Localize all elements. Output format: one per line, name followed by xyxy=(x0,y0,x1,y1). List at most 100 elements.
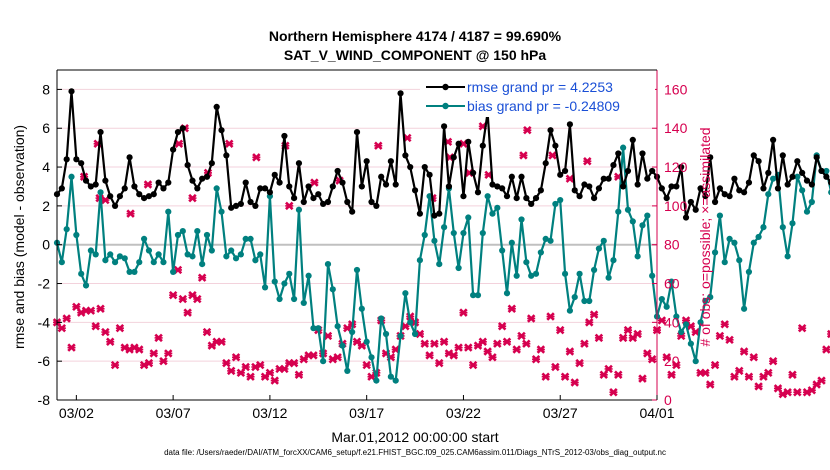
rmse-point xyxy=(387,158,394,165)
bias-point xyxy=(450,229,457,237)
rmse-point xyxy=(102,177,109,184)
x-tick-label: 03/02 xyxy=(59,405,94,421)
bias-point xyxy=(261,284,269,291)
bias-point xyxy=(649,272,656,279)
obs-assimilated-marker xyxy=(633,329,642,339)
obs-assimilated-marker xyxy=(101,327,110,337)
rmse-point xyxy=(571,187,578,194)
bias-point xyxy=(320,358,327,365)
bias-point xyxy=(731,239,738,246)
bias-point xyxy=(779,224,786,231)
y2-tick-label: 0 xyxy=(664,392,672,408)
bias-point xyxy=(784,253,791,260)
rmse-point xyxy=(605,175,612,182)
y2-tick-label: 120 xyxy=(664,159,688,175)
obs-assimilated-marker xyxy=(225,139,234,148)
bias-point xyxy=(576,270,583,277)
rmse-point xyxy=(707,154,714,161)
bias-point xyxy=(329,286,336,293)
bias-point xyxy=(228,247,235,254)
obs-assimilated-marker xyxy=(536,345,546,354)
obs-assimilated-marker xyxy=(560,372,570,381)
rmse-point xyxy=(789,173,796,180)
bias-point xyxy=(136,259,143,266)
bias-point xyxy=(116,253,124,260)
rmse-point xyxy=(199,175,206,182)
obs-assimilated-marker xyxy=(739,347,749,356)
bias-point xyxy=(208,247,215,254)
obs-assimilated-marker xyxy=(289,358,299,368)
bias-point xyxy=(552,200,559,208)
rmse-point xyxy=(368,198,375,206)
bias-point xyxy=(349,328,356,336)
rmse-point xyxy=(431,212,438,219)
bias-point xyxy=(634,253,641,260)
bias-point xyxy=(823,167,830,175)
rmse-point xyxy=(286,183,293,190)
obs-assimilated-marker xyxy=(614,370,623,379)
rmse-point xyxy=(508,173,515,180)
rmse-point xyxy=(770,136,777,143)
bias-point xyxy=(803,208,811,215)
rmse-point xyxy=(63,156,70,163)
rmse-point xyxy=(639,150,646,157)
rmse-point xyxy=(189,177,196,184)
rmse-point xyxy=(649,167,656,175)
rmse-point xyxy=(532,195,540,202)
bias-point xyxy=(571,294,578,301)
bias-point xyxy=(194,228,201,235)
bias-point xyxy=(629,218,636,225)
obs-assimilated-marker xyxy=(459,308,468,317)
rmse-point xyxy=(397,90,404,97)
bias-point xyxy=(73,231,80,239)
rmse-point xyxy=(663,195,670,202)
rmse-point xyxy=(68,88,75,95)
rmse-point xyxy=(557,171,564,178)
bias-point xyxy=(581,297,588,305)
obs-assimilated-marker xyxy=(546,312,555,321)
rmse-point xyxy=(116,193,124,200)
bias-point xyxy=(702,297,709,305)
bias-point xyxy=(237,251,244,258)
obs-assimilated-marker xyxy=(231,353,241,362)
rmse-point xyxy=(426,171,433,178)
obs-count-markers xyxy=(52,122,830,399)
y2-tick-label: 160 xyxy=(664,81,688,97)
bias-point xyxy=(431,237,438,244)
bias-point xyxy=(82,282,90,289)
obs-assimilated-marker xyxy=(193,294,202,304)
obs-assimilated-marker xyxy=(502,337,512,346)
bias-point xyxy=(499,247,506,254)
bias-point xyxy=(600,237,607,244)
obs-assimilated-marker xyxy=(817,376,826,385)
rmse-point xyxy=(78,160,85,167)
obs-assimilated-marker xyxy=(522,339,531,348)
rmse-point xyxy=(760,185,767,192)
rmse-point xyxy=(392,181,399,188)
rmse-point xyxy=(561,167,569,175)
bias-point xyxy=(252,257,259,264)
bias-point xyxy=(242,235,249,242)
obs-assimilated-marker xyxy=(783,388,792,397)
x-tick-label: 03/22 xyxy=(446,405,481,421)
bias-point xyxy=(479,229,486,237)
bias-point xyxy=(513,272,520,279)
bias-point xyxy=(595,245,603,252)
bias-point xyxy=(102,257,109,264)
obs-assimilated-marker xyxy=(541,372,550,381)
obs-assimilated-marker xyxy=(159,356,168,366)
rmse-point xyxy=(339,179,346,186)
obs-assimilated-marker xyxy=(570,378,579,387)
bias-point xyxy=(605,274,612,281)
y2-tick-label: 60 xyxy=(664,276,680,292)
rmse-point xyxy=(160,185,167,192)
bias-point xyxy=(387,373,394,380)
bias-point xyxy=(716,212,724,219)
rmse-point xyxy=(755,158,762,165)
bias-point xyxy=(678,328,685,336)
obs-assimilated-marker xyxy=(449,351,458,360)
bias-point xyxy=(232,255,240,262)
bias-point xyxy=(247,235,254,242)
